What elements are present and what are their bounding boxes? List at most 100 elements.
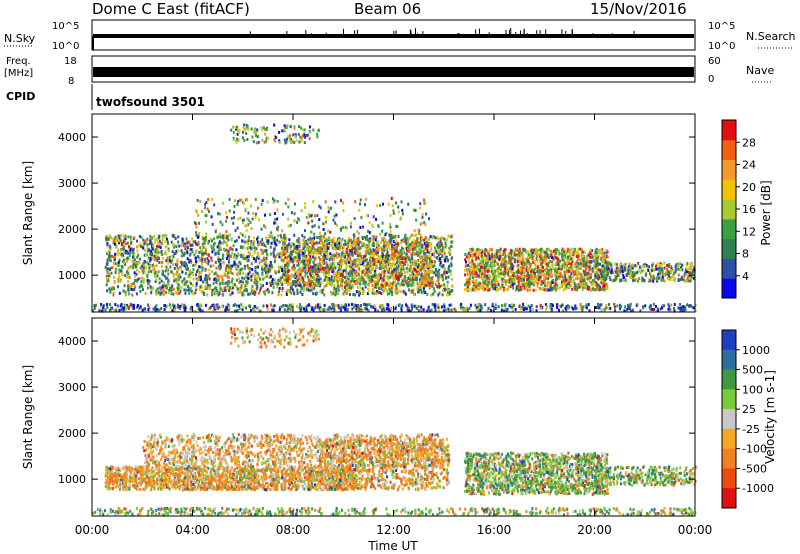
echo-cell — [302, 256, 305, 260]
echo-cell — [291, 288, 294, 292]
echo-cell — [437, 275, 440, 279]
echo-cell — [199, 246, 202, 250]
echo-cell — [382, 247, 385, 251]
echo-cell — [373, 251, 376, 255]
echo-cell — [315, 272, 318, 276]
echo-cell — [348, 280, 351, 284]
echo-cell — [217, 249, 220, 253]
echo-cell — [336, 281, 339, 285]
echo-cell — [513, 260, 516, 264]
echo-cell — [437, 278, 440, 282]
echo-cell — [502, 270, 505, 274]
echo-cell — [546, 288, 549, 292]
echo-cell — [269, 245, 272, 249]
echo-cell — [241, 276, 244, 280]
echo-cell — [465, 278, 468, 282]
echo-cell — [370, 271, 373, 275]
echo-cell — [434, 246, 437, 250]
echo-cell — [124, 293, 127, 297]
echo-cell — [198, 270, 201, 274]
echo-cell — [224, 268, 227, 272]
echo-cell — [420, 221, 423, 225]
echo-cell — [394, 236, 397, 240]
echo-cell — [227, 249, 230, 253]
echo-cell — [236, 287, 239, 291]
echo-cell — [213, 272, 216, 276]
echo-cell — [400, 257, 403, 261]
echo-cell — [446, 280, 449, 284]
echo-cell — [407, 276, 410, 280]
echo-cell — [417, 263, 420, 267]
echo-cell — [399, 290, 402, 294]
echo-cell — [338, 278, 341, 282]
echo-cell — [204, 247, 207, 251]
echo-cell — [309, 267, 312, 271]
echo-cell — [247, 272, 250, 276]
echo-cell — [328, 267, 331, 271]
echo-cell — [350, 286, 353, 290]
echo-cell — [158, 277, 161, 281]
echo-cell — [306, 241, 309, 245]
echo-cell — [193, 253, 196, 257]
echo-cell — [204, 259, 207, 263]
echo-cell — [293, 256, 296, 260]
echo-cell — [351, 279, 354, 283]
echo-cell — [389, 235, 392, 239]
echo-cell — [255, 287, 258, 291]
echo-cell — [439, 275, 442, 279]
echo-cell — [328, 237, 331, 241]
echo-cell — [232, 221, 235, 225]
echo-cell — [297, 259, 300, 263]
echo-cell — [405, 258, 408, 262]
echo-cell — [262, 256, 265, 260]
echo-cell — [164, 269, 167, 273]
echo-cell — [218, 212, 221, 216]
echo-cell — [569, 265, 572, 269]
echo-cell — [419, 238, 422, 242]
echo-cell — [303, 274, 306, 278]
echo-cell — [246, 223, 249, 227]
echo-cell — [288, 238, 291, 242]
echo-cell — [124, 274, 127, 278]
echo-cell — [396, 276, 399, 280]
echo-cell — [322, 259, 325, 263]
echo-cell — [202, 280, 205, 284]
echo-cell — [517, 276, 520, 280]
echo-cell — [603, 251, 606, 255]
echo-cell — [366, 275, 369, 279]
echo-cell — [411, 271, 414, 275]
echo-cell — [382, 261, 385, 265]
echo-cell — [289, 140, 292, 144]
echo-cell — [307, 252, 310, 256]
echo-cell — [229, 264, 232, 268]
echo-cell — [280, 281, 283, 285]
echo-cell — [165, 284, 168, 288]
echo-cell — [389, 222, 392, 226]
echo-cell — [520, 287, 523, 291]
echo-cell — [416, 265, 419, 269]
echo-cell — [254, 215, 257, 219]
echo-cell — [513, 257, 516, 261]
echo-cell — [333, 279, 336, 283]
echo-cell — [374, 285, 377, 289]
echo-cell — [437, 246, 440, 250]
echo-cell — [282, 269, 285, 273]
echo-cell — [411, 247, 414, 251]
echo-cell — [231, 264, 234, 268]
echo-cell — [355, 240, 358, 244]
echo-cell — [348, 282, 351, 286]
echo-cell — [387, 260, 390, 264]
echo-cell — [324, 268, 327, 272]
echo-cell — [251, 268, 254, 272]
echo-cell — [450, 244, 453, 248]
echo-cell — [286, 137, 289, 141]
echo-cell — [142, 271, 145, 275]
echo-cell — [114, 270, 117, 274]
echo-cell — [350, 259, 353, 263]
echo-cell — [365, 234, 368, 238]
echo-cell — [267, 241, 270, 245]
echo-cell — [105, 283, 108, 287]
echo-cell — [350, 251, 353, 255]
echo-cell — [201, 266, 204, 270]
echo-cell — [492, 258, 495, 262]
